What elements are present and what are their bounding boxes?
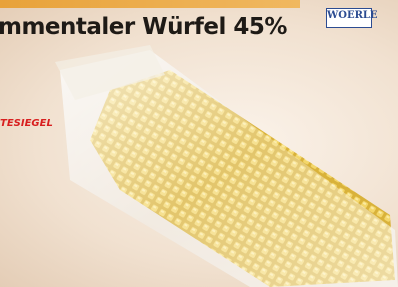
- top-bar: [0, 0, 300, 8]
- quality-badge: TESIEGEL: [0, 118, 53, 129]
- brand-logo: WOERLE: [326, 8, 372, 28]
- screenshot: mmentaler Würfel 45% WOERLE TESIEGEL: [0, 0, 398, 287]
- product-image: [0, 0, 398, 287]
- product-title: mmentaler Würfel 45%: [0, 14, 287, 40]
